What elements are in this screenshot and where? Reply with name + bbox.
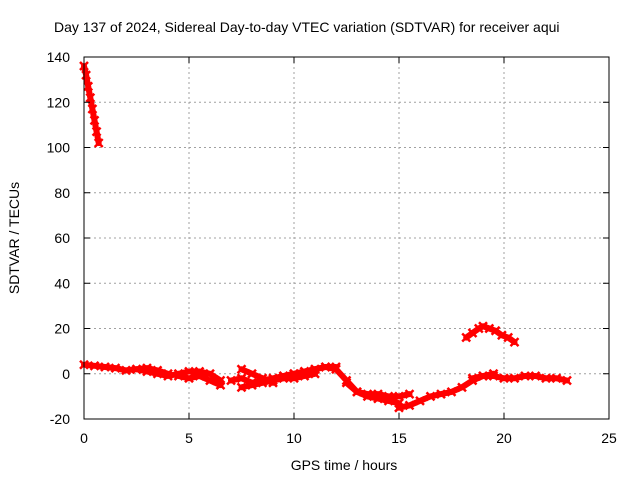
data-point xyxy=(152,368,163,379)
y-tick-label: 100 xyxy=(47,140,71,156)
data-point xyxy=(310,364,320,375)
data-point xyxy=(362,389,373,399)
data-point xyxy=(299,366,310,377)
y-tick-label: 40 xyxy=(54,275,70,291)
data-point xyxy=(490,325,501,336)
data-point xyxy=(509,373,520,384)
data-point xyxy=(110,363,121,373)
data-point xyxy=(497,330,507,341)
data-point xyxy=(247,380,257,390)
data-point xyxy=(404,400,415,411)
data-point xyxy=(236,364,247,375)
data-point xyxy=(131,364,142,375)
y-tick-label: 120 xyxy=(47,94,71,110)
data-point xyxy=(278,371,289,381)
y-tick-label: -20 xyxy=(50,411,70,427)
data-point xyxy=(509,337,520,347)
series-layer xyxy=(79,61,572,413)
tick-layer: 0 5 10 15 20 25 -20 0 20 40 60 80 100 120 140 xyxy=(47,49,617,446)
chart-title: Day 137 of 2024, Sidereal Day-to-day VTE… xyxy=(54,19,560,35)
data-point xyxy=(163,371,173,381)
data-point xyxy=(83,81,94,92)
data-point xyxy=(194,371,205,381)
data-point xyxy=(173,371,184,381)
y-axis-label: SDTVAR / TECUs xyxy=(6,182,22,294)
x-tick-label: 15 xyxy=(391,430,407,446)
data-point xyxy=(89,360,100,371)
data-point xyxy=(93,138,104,148)
data-point xyxy=(436,389,446,399)
data-point xyxy=(89,115,100,126)
data-point xyxy=(394,402,404,413)
data-point xyxy=(373,389,383,399)
data-point xyxy=(87,104,98,114)
data-point xyxy=(446,386,457,397)
data-point xyxy=(352,386,362,397)
data-point xyxy=(81,70,91,80)
data-point xyxy=(499,373,509,384)
data-point xyxy=(289,368,299,379)
data-point xyxy=(457,382,467,393)
data-point xyxy=(520,371,530,381)
data-point xyxy=(488,371,499,381)
data-point xyxy=(478,371,488,381)
data-point xyxy=(461,332,472,343)
y-tick-label: 80 xyxy=(54,185,70,201)
y-tick-label: 20 xyxy=(54,321,70,337)
data-point xyxy=(247,368,257,379)
x-tick-label: 20 xyxy=(496,430,512,446)
y-tick-label: 0 xyxy=(62,366,70,382)
series-arc-6 xyxy=(238,366,276,386)
data-point xyxy=(478,321,488,332)
data-point xyxy=(257,373,268,384)
x-tick-label: 0 xyxy=(80,430,88,446)
data-point xyxy=(121,365,131,376)
x-tick-label: 5 xyxy=(185,430,193,446)
x-tick-label: 25 xyxy=(601,430,617,446)
data-point xyxy=(404,389,415,399)
grid-layer xyxy=(84,57,609,419)
data-point xyxy=(226,375,236,386)
data-point xyxy=(331,364,341,375)
data-point xyxy=(91,126,102,137)
y-tick-label: 60 xyxy=(54,230,70,246)
data-point xyxy=(100,362,110,372)
data-point xyxy=(484,323,495,334)
series-arc-10 xyxy=(469,373,570,384)
x-axis-label: GPS time / hours xyxy=(291,457,398,473)
data-point xyxy=(467,328,478,338)
data-point xyxy=(394,391,404,402)
data-point xyxy=(467,373,478,384)
data-point xyxy=(205,375,215,386)
data-point xyxy=(320,362,331,372)
data-point xyxy=(85,92,96,103)
data-point xyxy=(551,373,562,384)
data-point xyxy=(541,373,551,384)
x-tick-label: 10 xyxy=(286,430,302,446)
data-point xyxy=(184,373,194,384)
data-point xyxy=(142,366,152,377)
data-point xyxy=(530,371,541,381)
y-tick-label: 140 xyxy=(47,49,71,65)
data-point xyxy=(341,377,352,388)
data-point xyxy=(503,332,514,343)
data-point xyxy=(236,373,247,384)
data-point xyxy=(215,380,226,390)
data-point xyxy=(425,391,436,402)
label-layer: Day 137 of 2024, Sidereal Day-to-day VTE… xyxy=(6,19,560,473)
data-point xyxy=(415,396,425,406)
data-point xyxy=(562,375,572,386)
data-point xyxy=(383,391,394,402)
data-point xyxy=(268,377,278,388)
data-point xyxy=(236,382,247,393)
